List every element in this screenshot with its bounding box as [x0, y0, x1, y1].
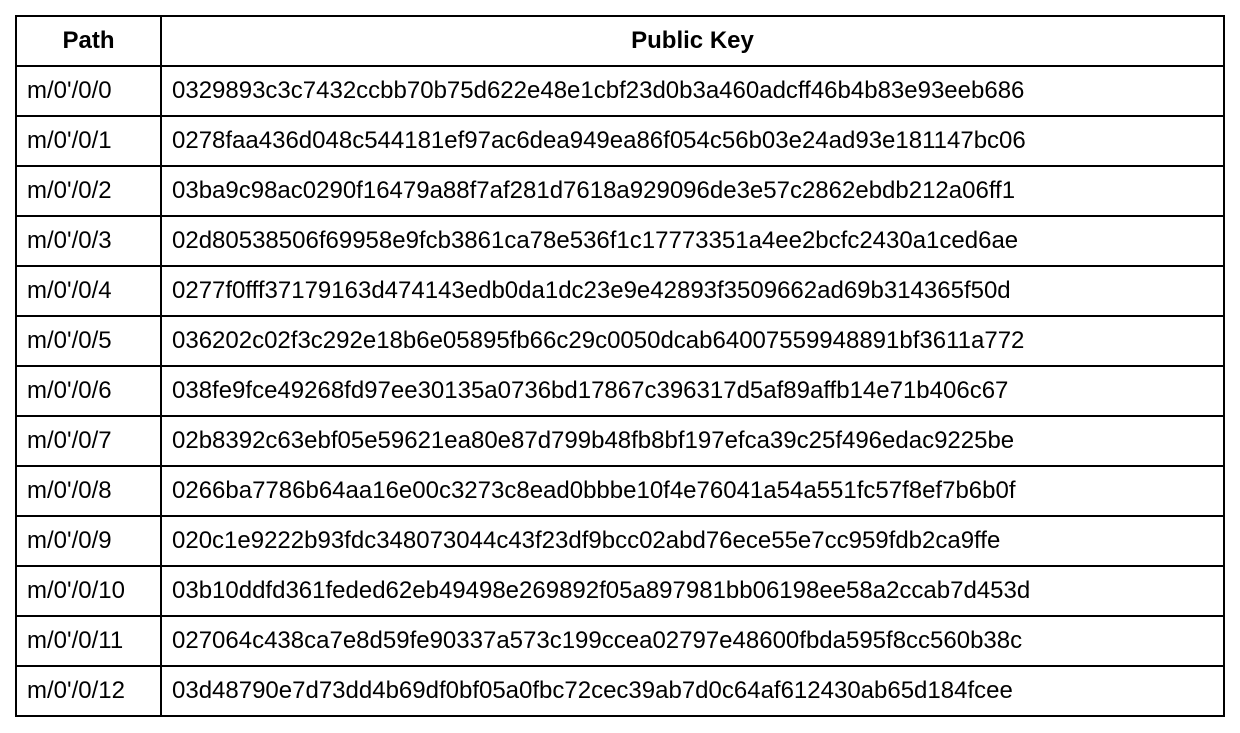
- public-key-cell: 0277f0fff37179163d474143edb0da1dc23e9e42…: [161, 266, 1224, 316]
- table-row: m/0'/0/10 03b10ddfd361feded62eb49498e269…: [16, 566, 1224, 616]
- path-cell: m/0'/0/11: [16, 616, 161, 666]
- public-key-cell: 0329893c3c7432ccbb70b75d622e48e1cbf23d0b…: [161, 66, 1224, 116]
- public-key-cell: 03ba9c98ac0290f16479a88f7af281d7618a9290…: [161, 166, 1224, 216]
- public-key-cell: 038fe9fce49268fd97ee30135a0736bd17867c39…: [161, 366, 1224, 416]
- col-header-public-key: Public Key: [161, 16, 1224, 66]
- public-key-cell: 036202c02f3c292e18b6e05895fb66c29c0050dc…: [161, 316, 1224, 366]
- public-key-cell: 027064c438ca7e8d59fe90337a573c199ccea027…: [161, 616, 1224, 666]
- table-body: m/0'/0/0 0329893c3c7432ccbb70b75d622e48e…: [16, 66, 1224, 716]
- table-row: m/0'/0/8 0266ba7786b64aa16e00c3273c8ead0…: [16, 466, 1224, 516]
- path-cell: m/0'/0/10: [16, 566, 161, 616]
- public-key-cell: 02d80538506f69958e9fcb3861ca78e536f1c177…: [161, 216, 1224, 266]
- public-key-cell: 03d48790e7d73dd4b69df0bf05a0fbc72cec39ab…: [161, 666, 1224, 716]
- public-key-cell: 0278faa436d048c544181ef97ac6dea949ea86f0…: [161, 116, 1224, 166]
- path-cell: m/0'/0/0: [16, 66, 161, 116]
- path-cell: m/0'/0/8: [16, 466, 161, 516]
- path-cell: m/0'/0/9: [16, 516, 161, 566]
- path-cell: m/0'/0/5: [16, 316, 161, 366]
- public-key-cell: 0266ba7786b64aa16e00c3273c8ead0bbbe10f4e…: [161, 466, 1224, 516]
- table-row: m/0'/0/9 020c1e9222b93fdc348073044c43f23…: [16, 516, 1224, 566]
- table-row: m/0'/0/1 0278faa436d048c544181ef97ac6dea…: [16, 116, 1224, 166]
- table-row: m/0'/0/11 027064c438ca7e8d59fe90337a573c…: [16, 616, 1224, 666]
- path-cell: m/0'/0/7: [16, 416, 161, 466]
- col-header-path: Path: [16, 16, 161, 66]
- table-row: m/0'/0/5 036202c02f3c292e18b6e05895fb66c…: [16, 316, 1224, 366]
- path-cell: m/0'/0/4: [16, 266, 161, 316]
- table-row: m/0'/0/2 03ba9c98ac0290f16479a88f7af281d…: [16, 166, 1224, 216]
- path-cell: m/0'/0/1: [16, 116, 161, 166]
- table-row: m/0'/0/12 03d48790e7d73dd4b69df0bf05a0fb…: [16, 666, 1224, 716]
- hd-key-table: Path Public Key m/0'/0/0 0329893c3c7432c…: [15, 15, 1225, 717]
- path-cell: m/0'/0/6: [16, 366, 161, 416]
- public-key-cell: 020c1e9222b93fdc348073044c43f23df9bcc02a…: [161, 516, 1224, 566]
- path-cell: m/0'/0/12: [16, 666, 161, 716]
- public-key-cell: 03b10ddfd361feded62eb49498e269892f05a897…: [161, 566, 1224, 616]
- path-cell: m/0'/0/2: [16, 166, 161, 216]
- path-cell: m/0'/0/3: [16, 216, 161, 266]
- table-row: m/0'/0/3 02d80538506f69958e9fcb3861ca78e…: [16, 216, 1224, 266]
- public-key-cell: 02b8392c63ebf05e59621ea80e87d799b48fb8bf…: [161, 416, 1224, 466]
- table-header-row: Path Public Key: [16, 16, 1224, 66]
- table-row: m/0'/0/7 02b8392c63ebf05e59621ea80e87d79…: [16, 416, 1224, 466]
- table-row: m/0'/0/6 038fe9fce49268fd97ee30135a0736b…: [16, 366, 1224, 416]
- table-row: m/0'/0/0 0329893c3c7432ccbb70b75d622e48e…: [16, 66, 1224, 116]
- table-row: m/0'/0/4 0277f0fff37179163d474143edb0da1…: [16, 266, 1224, 316]
